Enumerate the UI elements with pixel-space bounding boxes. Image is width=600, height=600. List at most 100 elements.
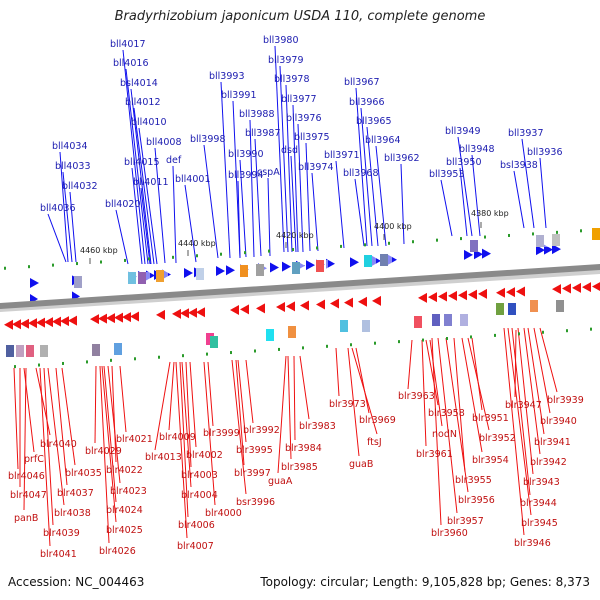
gene-label: blr4038: [54, 508, 91, 519]
gene-label: bll3962: [384, 153, 420, 164]
forward-gene-labels: bll4034 bll4033 bll4032 bll4036 bll4017 …: [40, 35, 563, 214]
gene-label: blr4029: [85, 446, 122, 457]
gene-label: blr3984: [285, 443, 322, 454]
gene-label: blr3983: [299, 421, 336, 432]
tick-label: 4400 kbp: [374, 222, 412, 231]
gene-label: blr4026: [99, 546, 136, 557]
length-label: Length:: [372, 575, 419, 589]
gene-label: bsr3996: [236, 497, 275, 508]
gene-label: blr4003: [181, 470, 218, 481]
label-leader-lines: [13, 45, 558, 547]
gene-label: bll4011: [133, 177, 169, 188]
gene-label: blr3946: [514, 538, 551, 549]
gene-label: bll4001: [175, 174, 211, 185]
tick-label: 4460 kbp: [80, 246, 118, 255]
gene-label: bll4032: [62, 181, 98, 192]
gene-label: blr3997: [234, 468, 271, 479]
gene-label: blr3958: [428, 408, 465, 419]
gene-label: bll4008: [146, 137, 182, 148]
gene-label: prfC: [24, 454, 44, 465]
gene-label: blr3944: [520, 498, 557, 509]
gene-label: blr3947: [505, 400, 542, 411]
gene-label: blr4023: [110, 486, 147, 497]
gene-label: bll3967: [344, 77, 380, 88]
gene-label: blr3945: [521, 518, 558, 529]
gene-label: dsd: [281, 145, 298, 156]
topology-label: Topology:: [260, 575, 317, 589]
gene-label: bll3968: [343, 168, 379, 179]
gene-label: bll3979: [268, 55, 304, 66]
gene-label: bll4015: [124, 157, 160, 168]
gene-label: bll4016: [113, 58, 149, 69]
gene-label: bll4036: [40, 203, 76, 214]
gene-label: bll3937: [508, 128, 544, 139]
gene-label: blr3954: [472, 455, 509, 466]
gene-label: blr4006: [178, 520, 215, 531]
gene-label: bll3950: [446, 157, 482, 168]
gene-label: blr4000: [205, 508, 242, 519]
gene-label: blr4025: [106, 525, 143, 536]
gene-label: bll3975: [294, 132, 330, 143]
gene-label: bll3987: [245, 128, 281, 139]
gene-label: bll4033: [55, 161, 91, 172]
gene-label: blr3952: [479, 433, 516, 444]
gene-label: bll4012: [125, 97, 161, 108]
gene-label: blr3941: [534, 437, 571, 448]
gene-label: bll3977: [281, 94, 317, 105]
gene-label: bsl4014: [120, 78, 158, 89]
gene-label: blr4004: [181, 490, 218, 501]
gene-label: guaA: [268, 476, 293, 487]
accession-value: NC_004463: [75, 575, 145, 589]
gene-label: blr3951: [472, 413, 509, 424]
gene-label: blr3969: [359, 415, 396, 426]
gene-label: bll3974: [298, 162, 334, 173]
gene-label: blr4007: [177, 541, 214, 552]
gene-label: bll3990: [228, 149, 264, 160]
gene-label: bll4034: [52, 141, 88, 152]
gene-label: bll3948: [459, 144, 495, 155]
gene-label: bll3988: [239, 109, 275, 120]
gene-label: blr4009: [159, 432, 196, 443]
topology-value: circular: [320, 575, 365, 589]
genes-label: Genes:: [509, 575, 552, 589]
reverse-gene-labels: blr4040 prfC blr4046 blr4047 panB blr403…: [8, 391, 584, 560]
gene-label: blr3992: [243, 425, 280, 436]
gene-label: bll3965: [356, 116, 392, 127]
feature-tracks: [4, 228, 600, 357]
gene-label: blr3942: [530, 457, 567, 468]
backbone-band: [0, 264, 600, 309]
genome-backbone: [0, 264, 600, 312]
gene-label: blr4021: [116, 434, 153, 445]
tick-label: 4440 kbp: [178, 239, 216, 248]
gene-label: blr3943: [523, 477, 560, 488]
gene-label: blr3963: [398, 391, 435, 402]
length-value: 9,105,828 bp: [421, 575, 502, 589]
gene-label: bll3966: [349, 97, 385, 108]
gene-label: blr3939: [547, 395, 584, 406]
coordinate-ticks: 4460 kbp 4440 kbp 4420 kbp 4400 kbp 4380…: [4, 209, 592, 369]
gene-label: bll3936: [527, 147, 563, 158]
gene-label: blr4022: [106, 465, 143, 476]
gene-label: bsl3938: [500, 160, 538, 171]
gene-label: bll3949: [445, 126, 481, 137]
accession-info: Accession: NC_004463: [8, 575, 144, 589]
gene-label: blr3957: [447, 516, 484, 527]
gene-label: ftsJ: [367, 437, 382, 448]
map-title: Bradyrhizobium japonicum USDA 110, compl…: [114, 9, 486, 24]
gene-label: blr4041: [40, 549, 77, 560]
gene-label: blr4039: [43, 528, 80, 539]
tick-label: 4420 kbp: [276, 231, 314, 240]
gene-label: bll3978: [274, 74, 310, 85]
gene-label: bll4017: [110, 39, 146, 50]
gene-label: guaB: [349, 459, 373, 470]
gene-label: blr4013: [145, 452, 182, 463]
genome-summary: Topology: circular; Length: 9,105,828 bp…: [260, 575, 590, 589]
gene-label: blr4024: [106, 505, 143, 516]
gene-label: blr3999: [203, 428, 240, 439]
gene-label: nodN: [432, 429, 457, 440]
gene-label: blr3973: [329, 399, 366, 410]
gene-label: def: [166, 155, 182, 166]
gene-label: bll3991: [221, 90, 257, 101]
gene-label: bll3993: [209, 71, 245, 82]
